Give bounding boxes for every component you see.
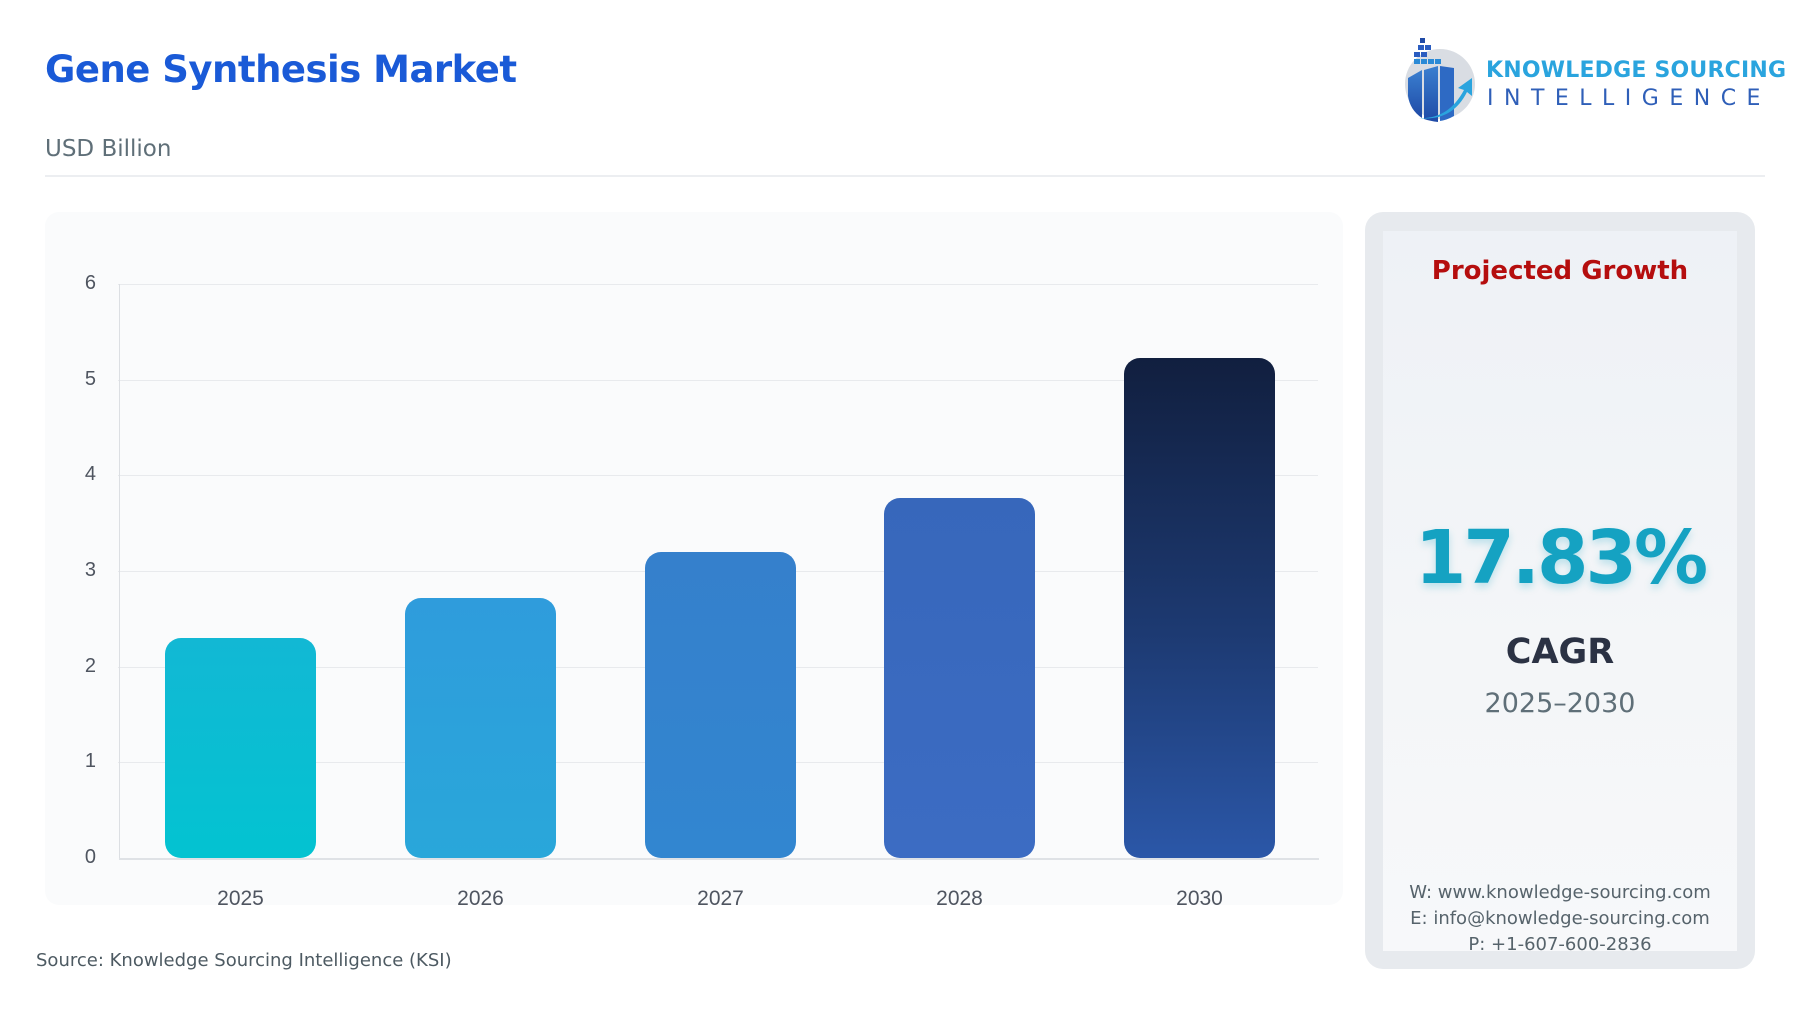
x-tick-label: 2028 [936, 887, 983, 910]
x-tick-label: 2027 [697, 887, 744, 910]
y-tick-label: 4 [84, 463, 96, 486]
growth-heading: Projected Growth [1431, 256, 1689, 286]
x-tick-label: 2025 [217, 887, 264, 910]
bar-2025[interactable] [165, 637, 316, 858]
gridline [118, 475, 1318, 477]
cagr-period: 2025–2030 [1484, 688, 1636, 719]
gridline [118, 284, 1318, 285]
unit-subtitle: USD Billion [45, 136, 172, 162]
bar-2027[interactable] [645, 551, 796, 858]
logo-text-line2: INTELLIGENCE [1487, 86, 1771, 111]
page-title: Gene Synthesis Market [45, 48, 517, 91]
gridline [118, 379, 1318, 381]
y-tick-label: 3 [84, 559, 96, 581]
x-axis-line [119, 858, 1319, 860]
y-tick-label: 1 [84, 750, 96, 773]
cagr-value: 17.83% [1414, 515, 1708, 601]
y-tick-label: 0 [84, 846, 96, 868]
logo-text-line1: KNOWLEDGE SOURCING [1486, 58, 1787, 83]
cagr-label: CAGR [1505, 632, 1615, 672]
x-tick-label: 2026 [457, 887, 504, 910]
company-logo: KNOWLEDGE SOURCING INTELLIGENCE [1400, 24, 1786, 124]
contact-phone: P: +1-607-600-2836 [1468, 934, 1652, 955]
source-note: Source: Knowledge Sourcing Intelligence … [36, 950, 452, 971]
contact-email[interactable]: E: info@knowledge-sourcing.com [1410, 908, 1710, 929]
bar-2030[interactable] [1124, 357, 1275, 858]
y-tick-label: 5 [84, 367, 96, 390]
y-axis-line [119, 284, 120, 858]
bar-2026[interactable] [405, 597, 556, 858]
y-tick-label: 6 [84, 272, 96, 294]
x-tick-label: 2030 [1176, 887, 1223, 910]
contact-website[interactable]: W: www.knowledge-sourcing.com [1409, 882, 1711, 903]
header-divider [45, 175, 1765, 177]
y-tick-label: 2 [84, 654, 96, 677]
growth-panel-inner [1383, 231, 1737, 951]
bar-2028[interactable] [884, 498, 1035, 858]
bar-chart-growth-arrow-icon [1405, 38, 1475, 122]
